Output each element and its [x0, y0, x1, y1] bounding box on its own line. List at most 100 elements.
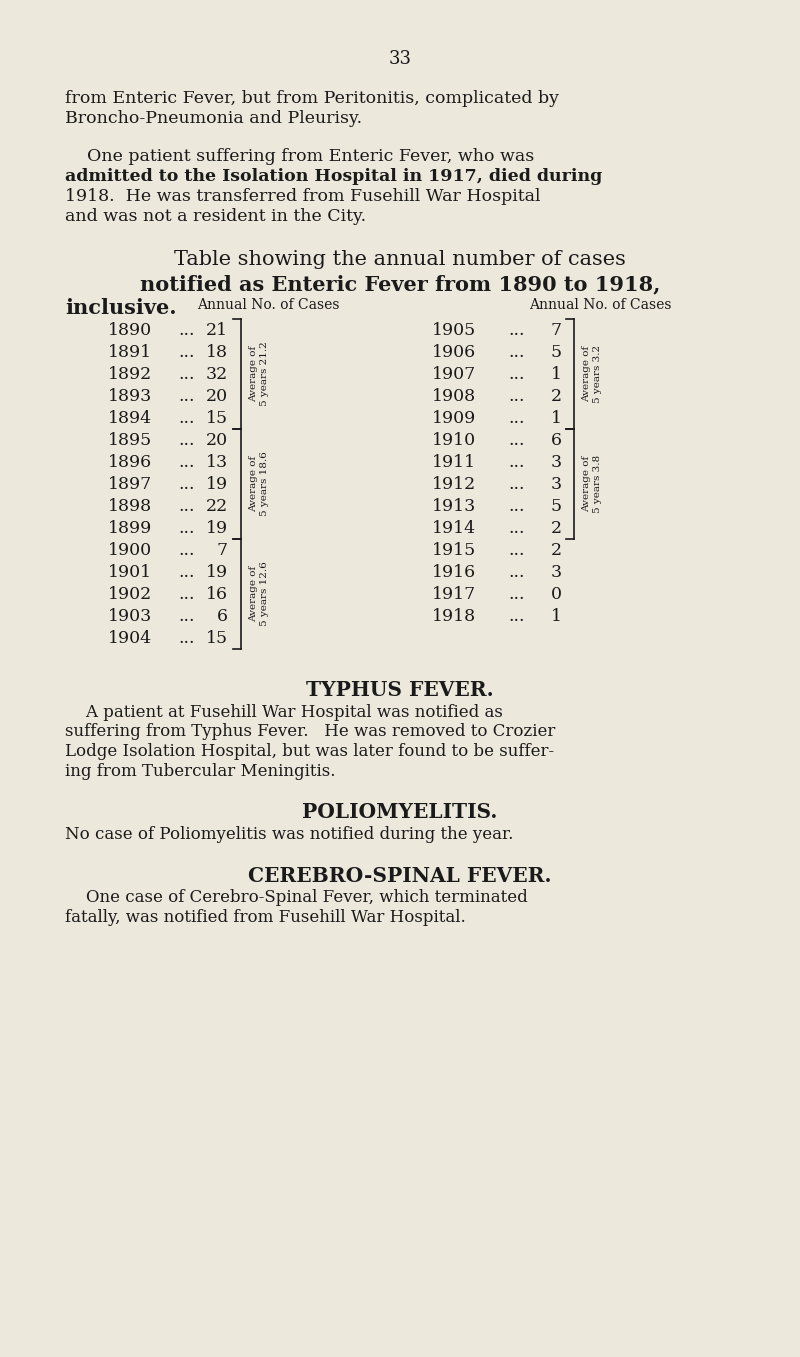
- Text: 20: 20: [206, 388, 228, 404]
- Text: ...: ...: [508, 322, 525, 339]
- Text: Average of
5 years 12.6: Average of 5 years 12.6: [250, 562, 269, 627]
- Text: ...: ...: [508, 608, 525, 626]
- Text: 1893: 1893: [108, 388, 152, 404]
- Text: from Enteric Fever, but from Peritonitis, complicated by: from Enteric Fever, but from Peritonitis…: [65, 90, 559, 107]
- Text: Average of
5 years 18.6: Average of 5 years 18.6: [250, 452, 269, 517]
- Text: fatally, was notified from Fusehill War Hospital.: fatally, was notified from Fusehill War …: [65, 909, 466, 925]
- Text: 2: 2: [551, 541, 562, 559]
- Text: ...: ...: [178, 345, 194, 361]
- Text: 18: 18: [206, 345, 228, 361]
- Text: Average of
5 years 3.8: Average of 5 years 3.8: [582, 455, 602, 513]
- Text: 1891: 1891: [108, 345, 152, 361]
- Text: ...: ...: [508, 520, 525, 537]
- Text: 1896: 1896: [108, 455, 152, 471]
- Text: ...: ...: [178, 520, 194, 537]
- Text: 1910: 1910: [432, 432, 476, 449]
- Text: 1911: 1911: [432, 455, 476, 471]
- Text: 1907: 1907: [432, 366, 476, 383]
- Text: 1894: 1894: [108, 410, 152, 427]
- Text: suffering from Typhus Fever.   He was removed to Crozier: suffering from Typhus Fever. He was remo…: [65, 723, 555, 741]
- Text: Table showing the annual number of cases: Table showing the annual number of cases: [174, 250, 626, 269]
- Text: 5: 5: [551, 498, 562, 516]
- Text: admitted to the Isolation Hospital in 1917, died during: admitted to the Isolation Hospital in 19…: [65, 168, 602, 185]
- Text: ...: ...: [178, 630, 194, 647]
- Text: 3: 3: [551, 565, 562, 581]
- Text: 1916: 1916: [432, 565, 476, 581]
- Text: 13: 13: [206, 455, 228, 471]
- Text: CEREBRO-SPINAL FEVER.: CEREBRO-SPINAL FEVER.: [248, 866, 552, 886]
- Text: 1: 1: [551, 410, 562, 427]
- Text: ...: ...: [178, 455, 194, 471]
- Text: 32: 32: [206, 366, 228, 383]
- Text: ing from Tubercular Meningitis.: ing from Tubercular Meningitis.: [65, 763, 335, 779]
- Text: notified as Enteric Fever from 1890 to 1918,: notified as Enteric Fever from 1890 to 1…: [140, 274, 660, 294]
- Text: ...: ...: [178, 586, 194, 603]
- Text: ...: ...: [508, 345, 525, 361]
- Text: Broncho-Pneumonia and Pleurisy.: Broncho-Pneumonia and Pleurisy.: [65, 110, 362, 128]
- Text: 1895: 1895: [108, 432, 152, 449]
- Text: ...: ...: [178, 565, 194, 581]
- Text: ...: ...: [508, 366, 525, 383]
- Text: ...: ...: [508, 565, 525, 581]
- Text: 1903: 1903: [108, 608, 152, 626]
- Text: 6: 6: [217, 608, 228, 626]
- Text: 33: 33: [389, 50, 411, 68]
- Text: 1890: 1890: [108, 322, 152, 339]
- Text: 5: 5: [551, 345, 562, 361]
- Text: 15: 15: [206, 410, 228, 427]
- Text: 1905: 1905: [432, 322, 476, 339]
- Text: 6: 6: [551, 432, 562, 449]
- Text: Average of
5 years 21.2: Average of 5 years 21.2: [250, 342, 269, 406]
- Text: 15: 15: [206, 630, 228, 647]
- Text: Annual No. of Cases: Annual No. of Cases: [529, 299, 671, 312]
- Text: ...: ...: [508, 410, 525, 427]
- Text: 1909: 1909: [432, 410, 476, 427]
- Text: 0: 0: [551, 586, 562, 603]
- Text: 2: 2: [551, 520, 562, 537]
- Text: 1917: 1917: [432, 586, 476, 603]
- Text: 1912: 1912: [432, 476, 476, 493]
- Text: 22: 22: [206, 498, 228, 516]
- Text: ...: ...: [178, 410, 194, 427]
- Text: ...: ...: [508, 432, 525, 449]
- Text: 1906: 1906: [432, 345, 476, 361]
- Text: 1: 1: [551, 608, 562, 626]
- Text: 1918: 1918: [432, 608, 476, 626]
- Text: 7: 7: [217, 541, 228, 559]
- Text: ...: ...: [508, 455, 525, 471]
- Text: ...: ...: [508, 541, 525, 559]
- Text: ...: ...: [178, 541, 194, 559]
- Text: 1892: 1892: [108, 366, 152, 383]
- Text: 1897: 1897: [108, 476, 152, 493]
- Text: ...: ...: [178, 322, 194, 339]
- Text: 1900: 1900: [108, 541, 152, 559]
- Text: A patient at Fusehill War Hospital was notified as: A patient at Fusehill War Hospital was n…: [65, 704, 503, 721]
- Text: 1899: 1899: [108, 520, 152, 537]
- Text: inclusive.: inclusive.: [65, 299, 177, 318]
- Text: One case of Cerebro-Spinal Fever, which terminated: One case of Cerebro-Spinal Fever, which …: [65, 889, 528, 906]
- Text: ...: ...: [508, 388, 525, 404]
- Text: 7: 7: [551, 322, 562, 339]
- Text: 3: 3: [551, 455, 562, 471]
- Text: One patient suffering from Enteric Fever, who was: One patient suffering from Enteric Fever…: [65, 148, 534, 166]
- Text: ...: ...: [508, 498, 525, 516]
- Text: 1918.  He was transferred from Fusehill War Hospital: 1918. He was transferred from Fusehill W…: [65, 189, 541, 205]
- Text: 1: 1: [551, 366, 562, 383]
- Text: 1913: 1913: [432, 498, 476, 516]
- Text: ...: ...: [178, 366, 194, 383]
- Text: Lodge Isolation Hospital, but was later found to be suffer-: Lodge Isolation Hospital, but was later …: [65, 744, 554, 760]
- Text: TYPHUS FEVER.: TYPHUS FEVER.: [306, 680, 494, 700]
- Text: 2: 2: [551, 388, 562, 404]
- Text: 19: 19: [206, 476, 228, 493]
- Text: 19: 19: [206, 565, 228, 581]
- Text: 16: 16: [206, 586, 228, 603]
- Text: 1898: 1898: [108, 498, 152, 516]
- Text: 21: 21: [206, 322, 228, 339]
- Text: 1901: 1901: [108, 565, 152, 581]
- Text: Average of
5 years 3.2: Average of 5 years 3.2: [582, 345, 602, 403]
- Text: 20: 20: [206, 432, 228, 449]
- Text: 1908: 1908: [432, 388, 476, 404]
- Text: 1914: 1914: [432, 520, 476, 537]
- Text: ...: ...: [508, 586, 525, 603]
- Text: POLIOMYELITIS.: POLIOMYELITIS.: [302, 802, 498, 822]
